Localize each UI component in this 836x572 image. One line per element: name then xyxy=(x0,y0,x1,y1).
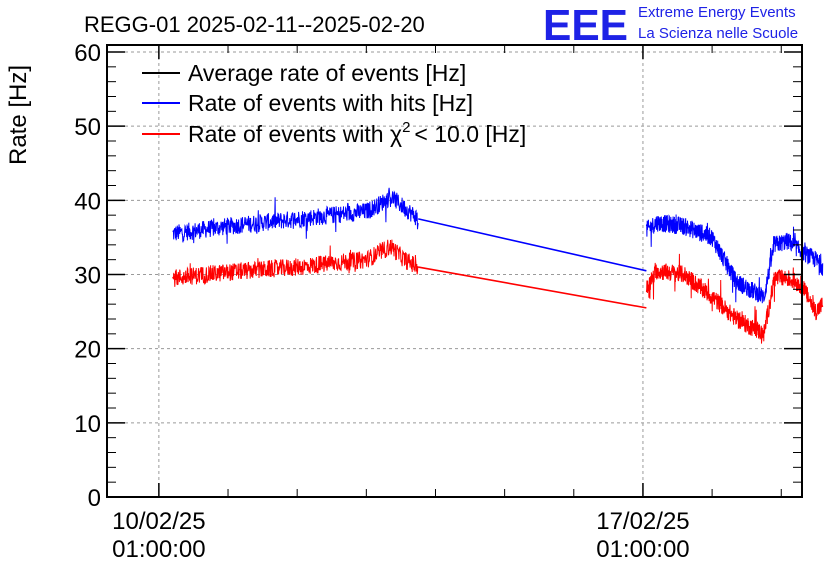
series-gap-line-1 xyxy=(418,218,647,272)
eee-logo-line2: La Scienza nelle Scuole xyxy=(638,25,798,42)
legend-chi2-prefix: Rate of events with xyxy=(188,121,384,147)
legend-chi2-rest: < 10.0 [Hz] xyxy=(414,121,526,147)
series-layer xyxy=(172,187,824,344)
legend-chi-symbol: χ xyxy=(390,121,402,147)
x-tick-label-time: 01:00:00 xyxy=(112,536,205,563)
plot-frame xyxy=(106,44,803,498)
grid-lines xyxy=(107,45,802,497)
series-line-1-segment-0 xyxy=(172,187,419,244)
eee-logo-mark: EEE xyxy=(543,1,628,50)
x-tick-label-time: 01:00:00 xyxy=(596,536,689,563)
legend: Average rate of events [Hz] Rate of even… xyxy=(142,60,526,147)
series-line-1-segment-1 xyxy=(645,214,824,304)
legend-label-average: Average rate of events [Hz] xyxy=(188,60,466,86)
x-tick-label-date: 10/02/25 xyxy=(112,508,205,535)
y-tick-label: 0 xyxy=(88,485,101,512)
eee-logo-line1: Extreme Energy Events xyxy=(638,4,796,21)
y-axis-label: Rate [Hz] xyxy=(5,65,32,165)
series-gap-line-2 xyxy=(418,266,647,309)
legend-label-hits: Rate of events with hits [Hz] xyxy=(188,90,473,116)
y-tick-label: 10 xyxy=(74,411,101,438)
eee-logo: EEE Extreme Energy Events La Scienza nel… xyxy=(543,1,798,50)
legend-label-chi2: Rate of events with χ2 < 10.0 [Hz] xyxy=(188,119,526,147)
y-tick-label: 30 xyxy=(74,263,101,290)
y-tick-label: 50 xyxy=(74,114,101,141)
series-line-2-segment-1 xyxy=(645,253,824,344)
x-tick-label-date: 17/02/25 xyxy=(596,508,689,535)
legend-chi-superscript: 2 xyxy=(402,119,410,136)
chart-title: REGG-01 2025-02-11--2025-02-20 xyxy=(84,12,425,37)
y-tick-label: 40 xyxy=(74,188,101,215)
y-tick-label: 20 xyxy=(74,337,101,364)
axis-ticks: 010203040506010/02/2501:00:0017/02/2501:… xyxy=(74,40,802,563)
series-line-2-segment-0 xyxy=(172,239,419,287)
y-tick-label: 60 xyxy=(74,40,101,67)
